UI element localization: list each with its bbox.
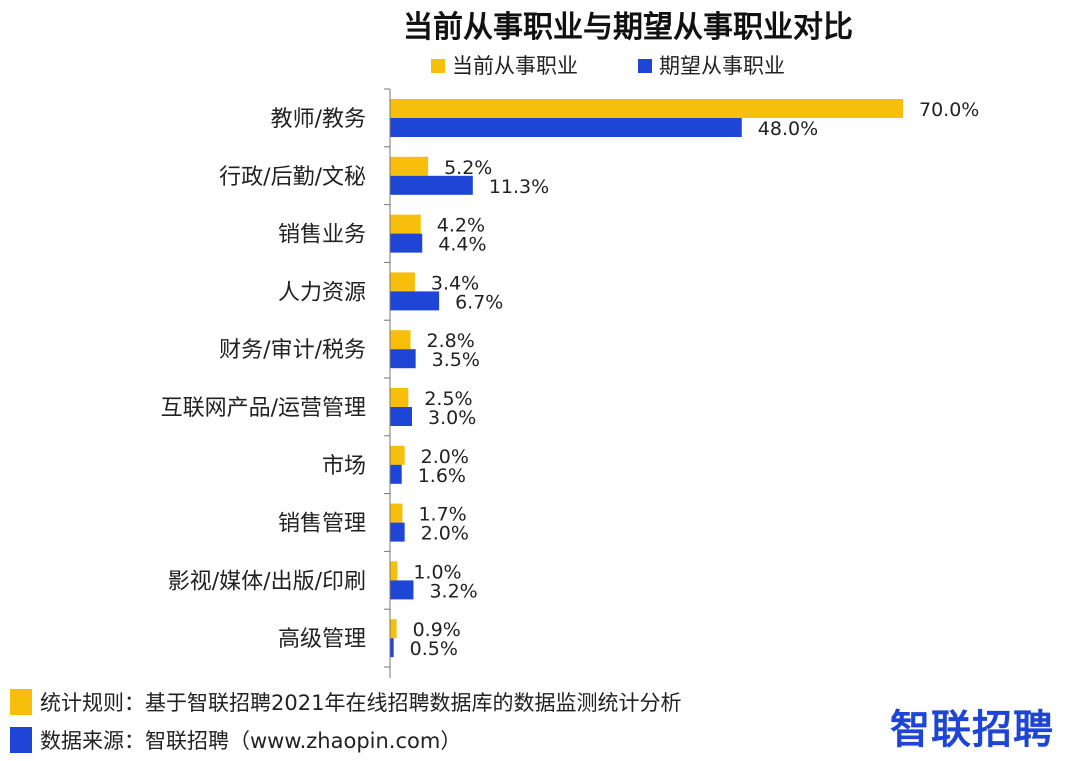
rule-text: 统计规则：基于智联招聘2021年在线招聘数据库的数据监测统计分析 <box>40 691 682 715</box>
bar-expected <box>390 464 402 484</box>
value-label: 1.0% <box>413 561 461 583</box>
rule-swatch <box>10 689 32 715</box>
bar-expected <box>390 407 412 426</box>
value-label: 2.0% <box>421 523 469 545</box>
chart-title: 当前从事职业与期望从事职业对比 <box>403 10 853 45</box>
legend-swatch-0 <box>431 59 445 73</box>
bar-expected <box>390 175 473 195</box>
bar-current <box>390 561 398 581</box>
value-label: 0.9% <box>413 619 461 641</box>
bar-current <box>390 619 397 639</box>
bar-expected <box>390 580 414 600</box>
value-label: 5.2% <box>444 157 492 179</box>
bar-current <box>390 99 903 118</box>
category-label: 销售管理 <box>278 512 366 537</box>
category-label: 高级管理 <box>278 627 366 652</box>
source-text: 数据来源：智联招聘（www.zhaopin.com） <box>40 729 462 753</box>
bar-expected <box>390 349 416 369</box>
bar-expected <box>390 522 405 542</box>
footer-source: 数据来源：智联招聘（www.zhaopin.com） <box>10 725 461 755</box>
bar-current <box>390 445 405 465</box>
value-label: 70.0% <box>919 99 979 121</box>
category-label: 教师/教务 <box>271 107 366 132</box>
value-label: 2.8% <box>427 330 475 352</box>
category-labels: 教师/教务行政/后勤/文秘销售业务人力资源财务/审计/税务互联网产品/运营管理市… <box>161 107 366 652</box>
category-label: 市场 <box>322 454 366 479</box>
value-label: 11.3% <box>489 176 549 198</box>
bar-current <box>390 330 411 350</box>
bar-expected <box>390 291 440 311</box>
category-label: 人力资源 <box>278 280 366 305</box>
category-label: 销售业务 <box>278 223 366 248</box>
category-label: 影视/媒体/出版/印刷 <box>168 569 366 594</box>
legend-swatch-1 <box>638 59 652 73</box>
bars <box>390 99 903 658</box>
value-label: 1.7% <box>418 504 466 526</box>
chart-legend: 当前从事职业 期望从事职业 <box>431 54 785 78</box>
bar-current <box>390 214 421 234</box>
footer-rule: 统计规则：基于智联招聘2021年在线招聘数据库的数据监测统计分析 <box>10 687 681 717</box>
legend-label-0: 当前从事职业 <box>452 54 578 78</box>
value-label: 4.2% <box>437 215 485 237</box>
category-label: 财务/审计/税务 <box>219 338 366 363</box>
legend-label-1: 期望从事职业 <box>659 54 785 78</box>
bar-expected <box>390 638 394 658</box>
bar-expected <box>390 233 423 253</box>
category-label: 行政/后勤/文秘 <box>219 165 366 190</box>
bar-current <box>390 503 403 523</box>
category-label: 互联网产品/运营管理 <box>161 396 366 421</box>
value-label: 2.5% <box>424 388 472 410</box>
value-label: 1.6% <box>418 465 466 487</box>
y-axis <box>384 88 391 678</box>
value-label: 3.2% <box>429 580 477 602</box>
bar-current <box>390 156 429 176</box>
value-label: 48.0% <box>758 118 818 140</box>
value-label: 6.7% <box>455 291 503 313</box>
source-swatch <box>10 727 32 753</box>
bar-current <box>390 388 409 407</box>
value-label: 2.0% <box>421 446 469 468</box>
bar-expected <box>390 118 742 137</box>
value-labels: 70.0%48.0%5.2%11.3%4.2%4.4%3.4%6.7%2.8%3… <box>410 99 980 660</box>
value-label: 3.4% <box>431 272 479 294</box>
value-label: 3.0% <box>428 407 476 429</box>
bar-current <box>390 272 415 292</box>
value-label: 3.5% <box>432 349 480 371</box>
value-label: 4.4% <box>438 234 486 256</box>
zhaopin-logo: 智联招聘 <box>890 707 1054 753</box>
value-label: 0.5% <box>410 638 458 660</box>
